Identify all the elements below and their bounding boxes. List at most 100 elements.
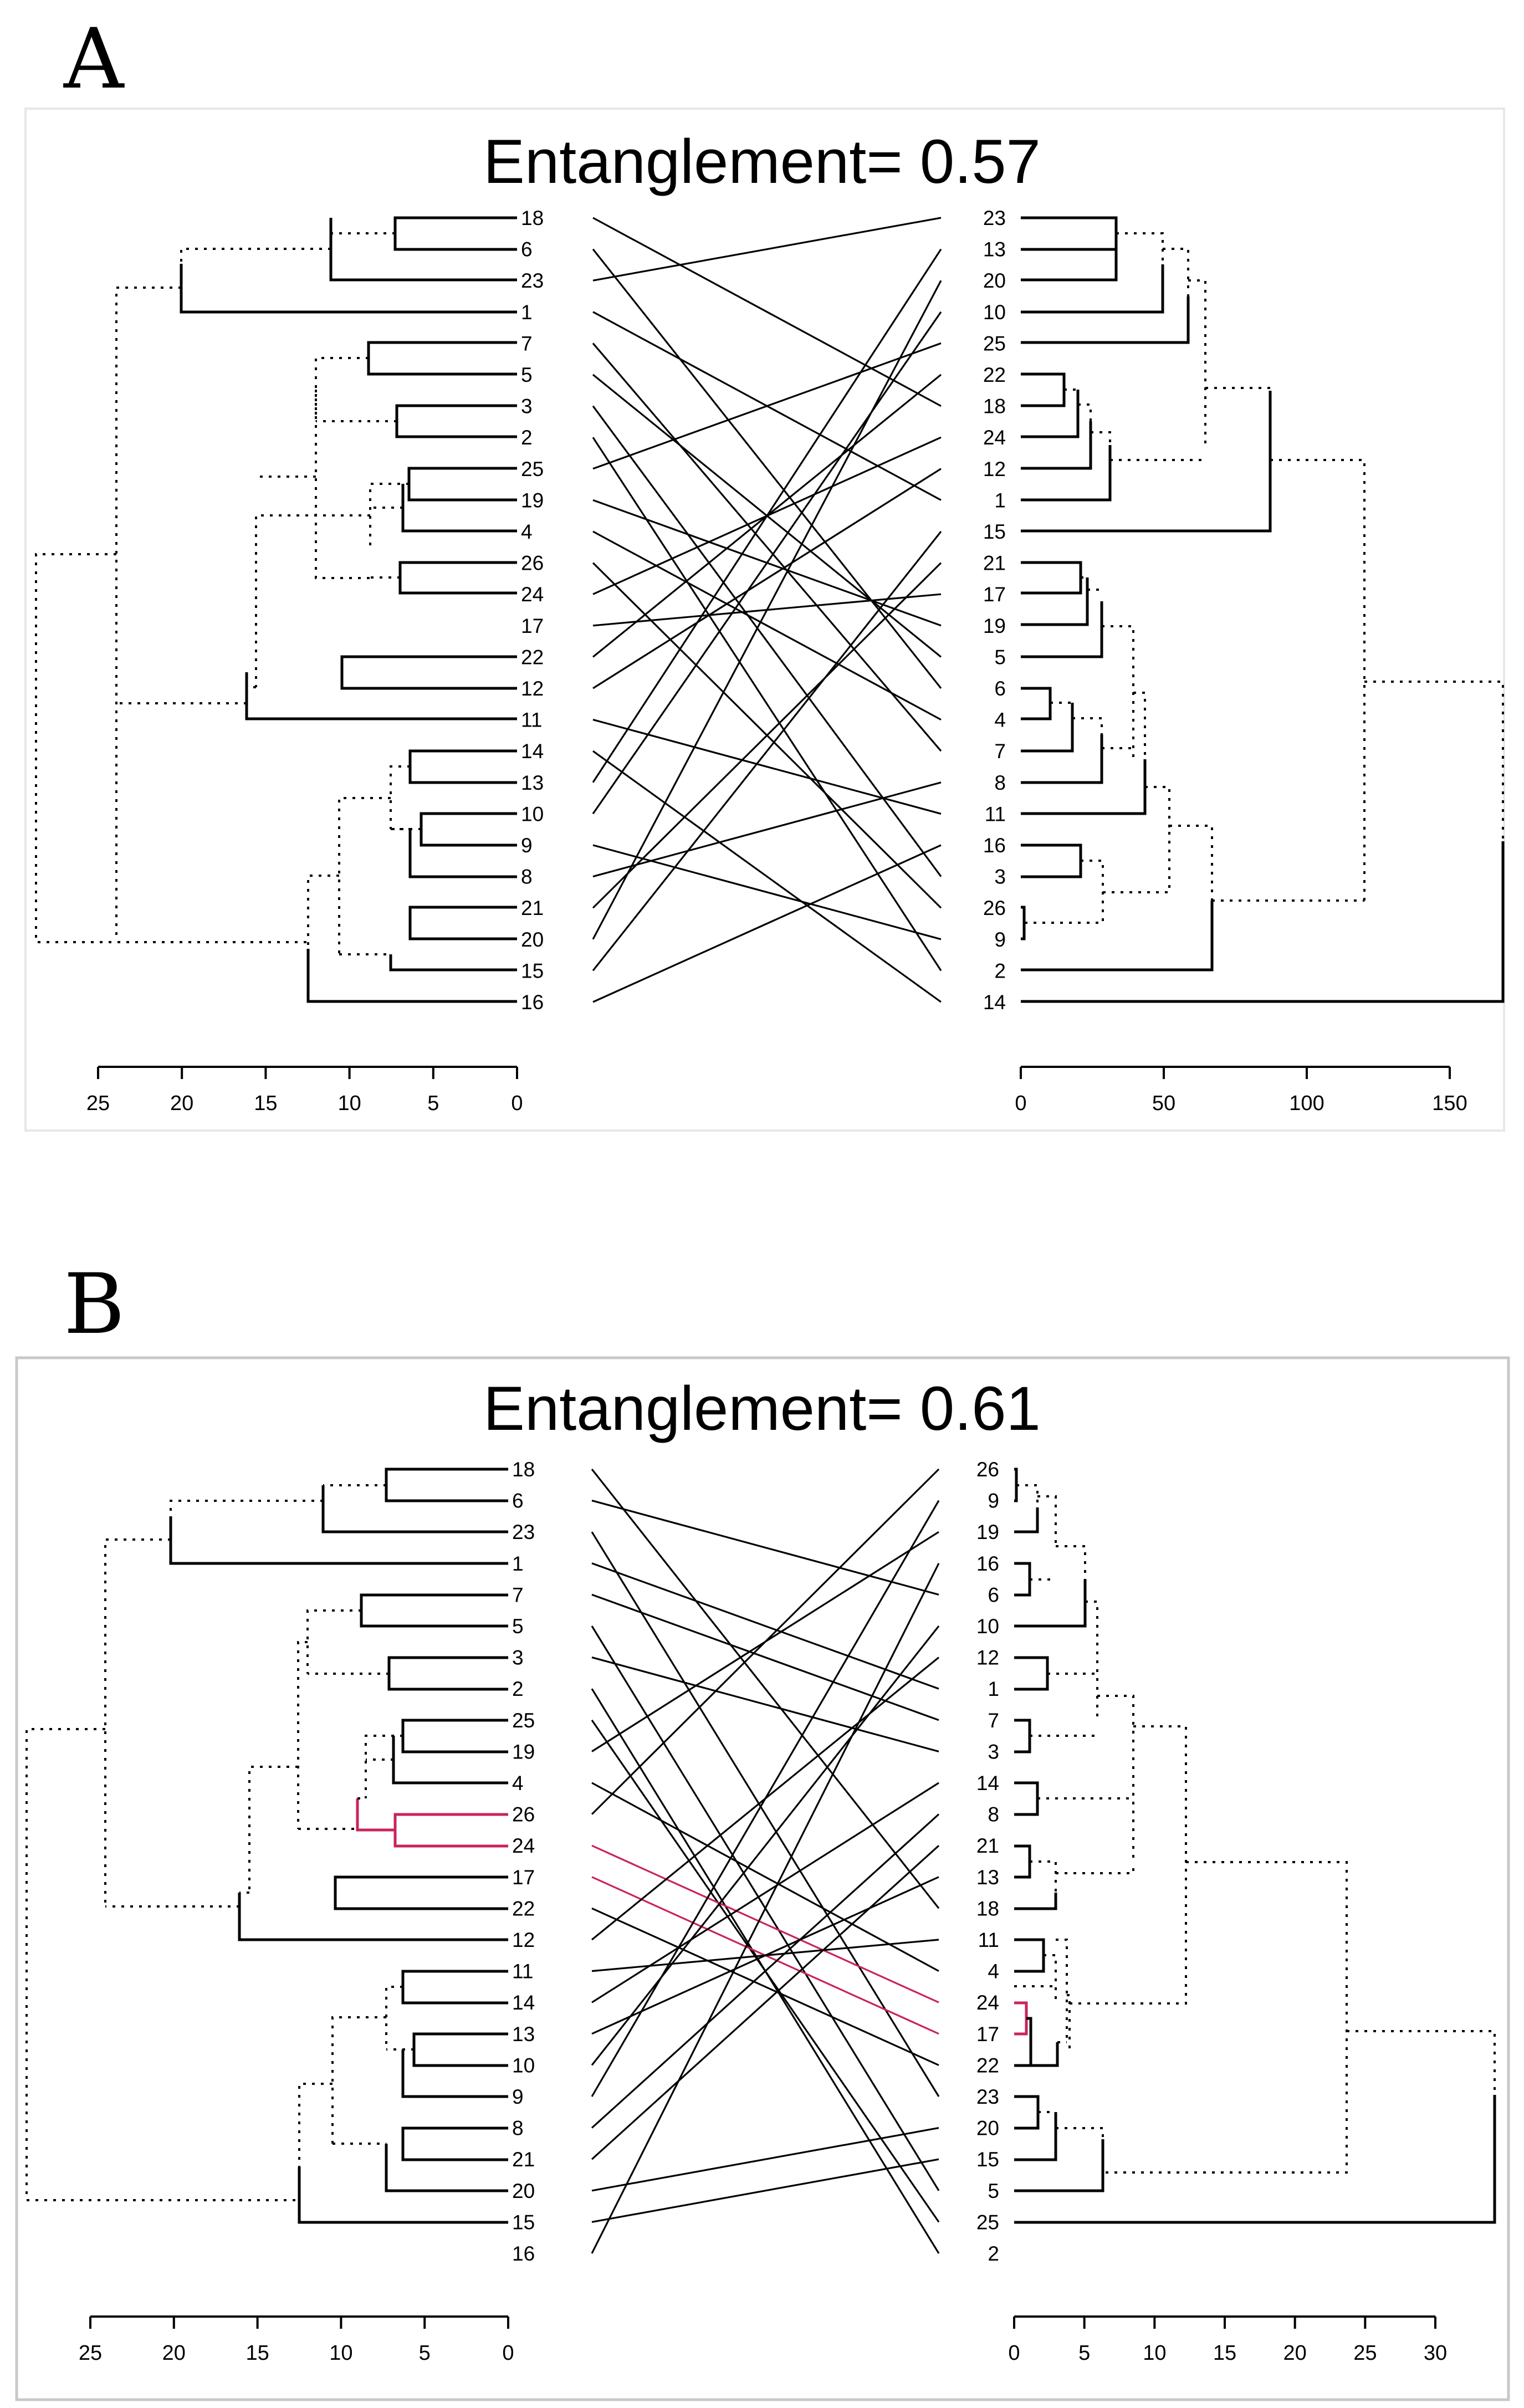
panel-b-left-leaf: 17 [512,1866,535,1889]
panel-b-connector-24 [591,1844,939,2003]
panel-a-right-leaf: 11 [985,802,1006,825]
panel-b-left-leaf: 23 [512,1521,535,1543]
panel-a-right-leaf: 22 [983,364,1006,386]
panel-b-connector-14 [591,1782,939,2003]
panel-b-right-leaf: 17 [976,2023,999,2046]
panel-b-connector-20 [591,2127,939,2192]
panel-b-left-axis-tick-label: 15 [246,2341,269,2365]
panel-b-left-axis-tick-label: 10 [329,2341,352,2365]
panel-a-right-leaf: 1 [994,489,1006,512]
panel-b-connector-3 [591,1657,939,1752]
panel-b-right-leaf: 16 [976,1552,999,1575]
panel-b-left-axis-tick-label: 5 [419,2341,431,2365]
panel-a-right-leaf: 18 [983,395,1006,418]
panel-a-left-leaf: 1 [521,301,533,324]
panel-b-right-leaf: 15 [976,2148,999,2171]
panel-a-right-dendrogram-upper [1024,232,1504,924]
panel-b-connector-23 [591,1531,940,2097]
panel-a-right-leaf: 14 [983,991,1006,1014]
panel-b-left-leaf: 20 [512,2180,535,2202]
panel-b-left-leaf: 15 [512,2211,535,2233]
panel-b-connectors [591,1468,940,2254]
panel-b-right-leaf: 23 [976,2085,999,2108]
panel-a-right-leaf: 15 [983,520,1006,543]
panel-b-leaves-left: 1862317532251942624172212111413109821201… [512,1458,535,2265]
panel-a-left-axis-tick-label: 0 [511,1092,523,1115]
panel-b-connector-9 [591,1500,940,2097]
panel-a-connector-14 [592,750,942,1003]
panel-b-axis-right: 0 5 10 15 20 25 30 [1008,2315,1447,2365]
panel-b-left-axis-tick-label: 20 [162,2341,186,2365]
panel-a-left-leaf: 14 [521,740,544,763]
panel-b-left-leaf: 24 [512,1834,535,1857]
panel-b-left-leaf: 26 [512,1803,535,1826]
panel-a-connector-7 [592,342,942,752]
panel-a-left-leaf: 2 [521,426,533,449]
panel-b-connector-8 [591,1813,940,2129]
panel-b-left-leaf: 10 [512,2054,535,2077]
panel-b-connector-10 [591,1625,940,2066]
panel-a: A Entanglement= 0.57 [24,11,1505,1132]
panel-a-right-leaf: 12 [983,458,1006,480]
panel-a-axis-left: 25 20 15 10 5 0 [86,1066,523,1115]
panel-b-axis-left: 25 20 15 10 5 0 [79,2315,514,2365]
panel-b-right-axis-tick-label: 25 [1353,2341,1377,2365]
panel-b-right-leaf: 4 [988,1960,999,1983]
panel-b-connector-18 [591,1469,940,1909]
panel-a-left-leaf: 18 [521,207,544,229]
panel-a-right-leaf: 7 [994,740,1006,763]
panel-b-left-leaf: 21 [512,2148,535,2171]
panel-b-right-leaf: 12 [976,1647,999,1669]
panel-a-connector-4 [592,530,942,721]
panel-a-title: Entanglement= 0.57 [483,127,1041,196]
panel-b-connector-6 [591,1500,939,1596]
panel-b-right-leaf: 7 [988,1709,999,1732]
panel-b-left-axis-tick-label: 25 [79,2341,102,2365]
panel-a-right-leaf: 3 [994,866,1006,888]
panel-a-left-leaf: 21 [521,897,544,919]
panel-b-right-leaf: 13 [976,1866,999,1889]
panel-b-left-axis-tick-label: 0 [502,2341,514,2365]
panel-a-left-axis-tick-label: 15 [254,1092,277,1115]
panel-b-left-leaf: 5 [512,1615,524,1638]
panel-a-right-leaf: 25 [983,332,1006,355]
panel-a-connector-18 [592,217,942,407]
panel-b-right-leaf: 21 [976,1834,999,1857]
panel-a-left-leaf: 22 [521,646,544,668]
panel-a-left-leaf: 16 [521,991,544,1014]
panel-a-left-axis-tick-label: 5 [427,1092,439,1115]
panel-b-right-dendrogram-lower [1014,2017,1059,2067]
panel-a-right-leaf: 9 [994,928,1006,951]
panel-b-left-leaf: 3 [512,1647,524,1669]
panel-a-left-leaf: 26 [521,552,544,575]
panel-a-left-axis-tick-label: 25 [86,1092,110,1115]
panel-b-right-leaf: 14 [976,1772,999,1795]
panel-a-left-leaf: 5 [521,364,533,386]
panel-b-connector-1 [591,1562,939,1690]
panel-b-right-axis-tick-label: 5 [1078,2341,1090,2365]
panel-a-left-axis-tick-label: 10 [337,1092,361,1115]
panel-a-letter: A [63,11,125,108]
panel-a-right-leaf: 2 [994,959,1006,982]
panel-b-connector-16 [591,1563,940,2254]
panel-b-right-leaf: 5 [988,2180,999,2202]
panel-b-right-leaf: 2 [988,2242,999,2265]
panel-a-left-axis-tick-label: 20 [170,1092,193,1115]
panel-a-left-leaf: 20 [521,928,544,951]
panel-a-connector-2 [592,437,942,972]
panel-a-left-leaf: 8 [521,866,533,888]
panel-a-right-leaf: 24 [983,426,1006,449]
panel-b-right-leaf: 22 [976,2054,999,2077]
panel-a-right-leaf: 23 [983,207,1006,229]
panel-b-left-leaf: 14 [512,1991,535,2014]
panel-a-right-axis-tick-label: 150 [1432,1092,1467,1115]
panel-b-connector-4 [591,1782,939,1972]
panel-b-leaves-right: 2691916610121731482113181142417222320155… [976,1458,999,2265]
panel-a-connector-16 [592,844,942,1003]
panel-a-left-leaf: 7 [521,332,533,355]
panel-a-right-leaf: 16 [983,834,1006,857]
panel-a-leaves-left: 1862317532251942624172212111413109821201… [521,207,544,1014]
panel-b-letter: B [64,1256,125,1353]
panel-b-connector-22 [591,1907,939,2066]
